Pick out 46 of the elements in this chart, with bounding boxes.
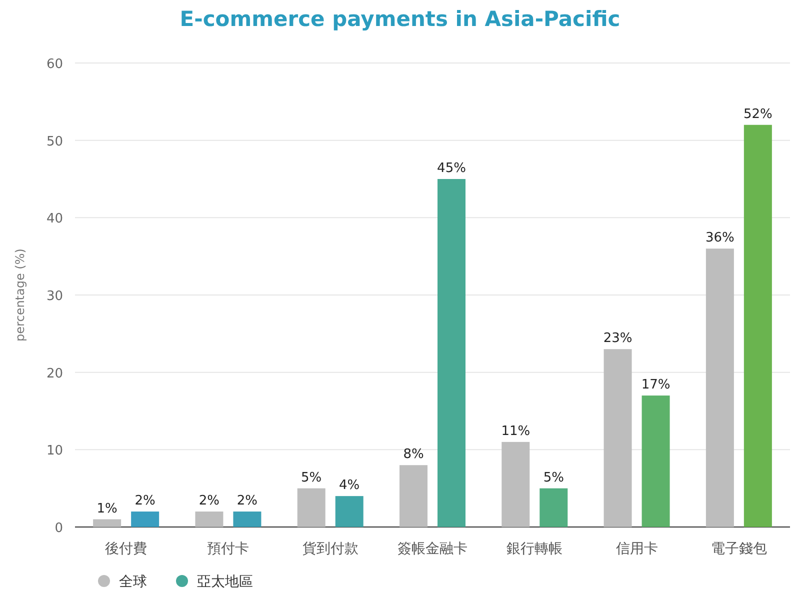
- y-tick-label: 50: [46, 134, 63, 150]
- bar: [604, 349, 632, 527]
- data-label: 45%: [437, 161, 466, 176]
- bar: [131, 512, 160, 527]
- data-label: 1%: [96, 501, 118, 516]
- x-tick-label: 預付卡: [207, 541, 250, 557]
- y-tick-label: 30: [46, 289, 63, 304]
- y-tick-label: 60: [46, 57, 63, 72]
- data-label: 2%: [198, 494, 220, 509]
- y-tick-label: 20: [46, 366, 63, 382]
- data-label: 5%: [543, 470, 564, 486]
- data-label: 8%: [403, 447, 424, 462]
- y-tick-label: 40: [46, 212, 63, 227]
- x-tick-label: 銀行轉帳: [506, 541, 563, 557]
- data-label: 2%: [134, 494, 156, 509]
- data-label: 17%: [641, 378, 670, 393]
- data-label: 5%: [301, 470, 322, 486]
- bar: [540, 488, 568, 527]
- x-tick-label: 後付費: [105, 541, 148, 557]
- bar: [195, 512, 224, 527]
- x-tick-label: 信用卡: [616, 541, 658, 557]
- data-label: 4%: [339, 478, 360, 494]
- legend-label: 全球: [119, 574, 147, 590]
- bar: [400, 465, 428, 527]
- bar: [233, 512, 262, 527]
- data-label: 36%: [705, 230, 734, 246]
- bar: [297, 488, 326, 527]
- x-tick-label: 貨到付款: [302, 541, 358, 557]
- bar: [335, 496, 364, 527]
- legend-label: 亞太地區: [197, 574, 253, 590]
- data-label: 2%: [236, 494, 258, 509]
- data-label: 23%: [603, 331, 632, 346]
- bar: [706, 248, 734, 527]
- chart-title: E-commerce payments in Asia-Pacific: [180, 7, 620, 31]
- bar: [93, 519, 122, 527]
- y-tick-label: 0: [54, 521, 63, 536]
- y-tick-label: 10: [46, 444, 63, 459]
- data-label: 52%: [743, 106, 772, 122]
- data-label: 11%: [501, 424, 530, 439]
- x-tick-label: 簽帳金融卡: [398, 541, 468, 557]
- bar: [642, 396, 670, 527]
- y-axis-title: percentage (%): [13, 248, 27, 342]
- bar: [502, 442, 530, 527]
- x-tick-label: 電子錢包: [710, 541, 767, 557]
- bar: [438, 179, 466, 527]
- bar: [744, 124, 772, 527]
